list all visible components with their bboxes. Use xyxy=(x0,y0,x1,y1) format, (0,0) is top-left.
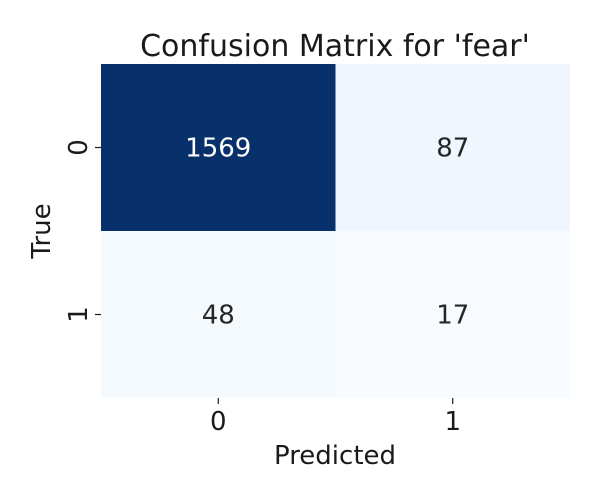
heatmap-cells: 1569 87 48 17 xyxy=(101,64,570,398)
y-tick-label-0: 0 xyxy=(64,139,94,156)
cell-value-label-0-1: 87 xyxy=(436,134,469,164)
cell-value-label-1-0: 48 xyxy=(202,301,235,331)
chart-title: Confusion Matrix for 'fear' xyxy=(140,29,530,64)
heatmap-cell-0-1 xyxy=(335,64,570,231)
heatmap-cell-0-0 xyxy=(101,64,336,231)
y-tick-label-1: 1 xyxy=(64,306,94,323)
axis-ticks: 0 1 0 1 xyxy=(64,139,461,437)
y-axis-label: True xyxy=(27,203,57,259)
x-tick-label-0: 0 xyxy=(210,407,227,437)
cell-value-label-0-0: 1569 xyxy=(185,134,251,164)
heatmap-cell-1-1 xyxy=(335,231,570,398)
heatmap-cell-1-0 xyxy=(101,231,336,398)
cell-value-label-1-1: 17 xyxy=(436,301,469,331)
x-tick-label-1: 1 xyxy=(444,407,461,437)
x-axis-label: Predicted xyxy=(274,441,396,471)
